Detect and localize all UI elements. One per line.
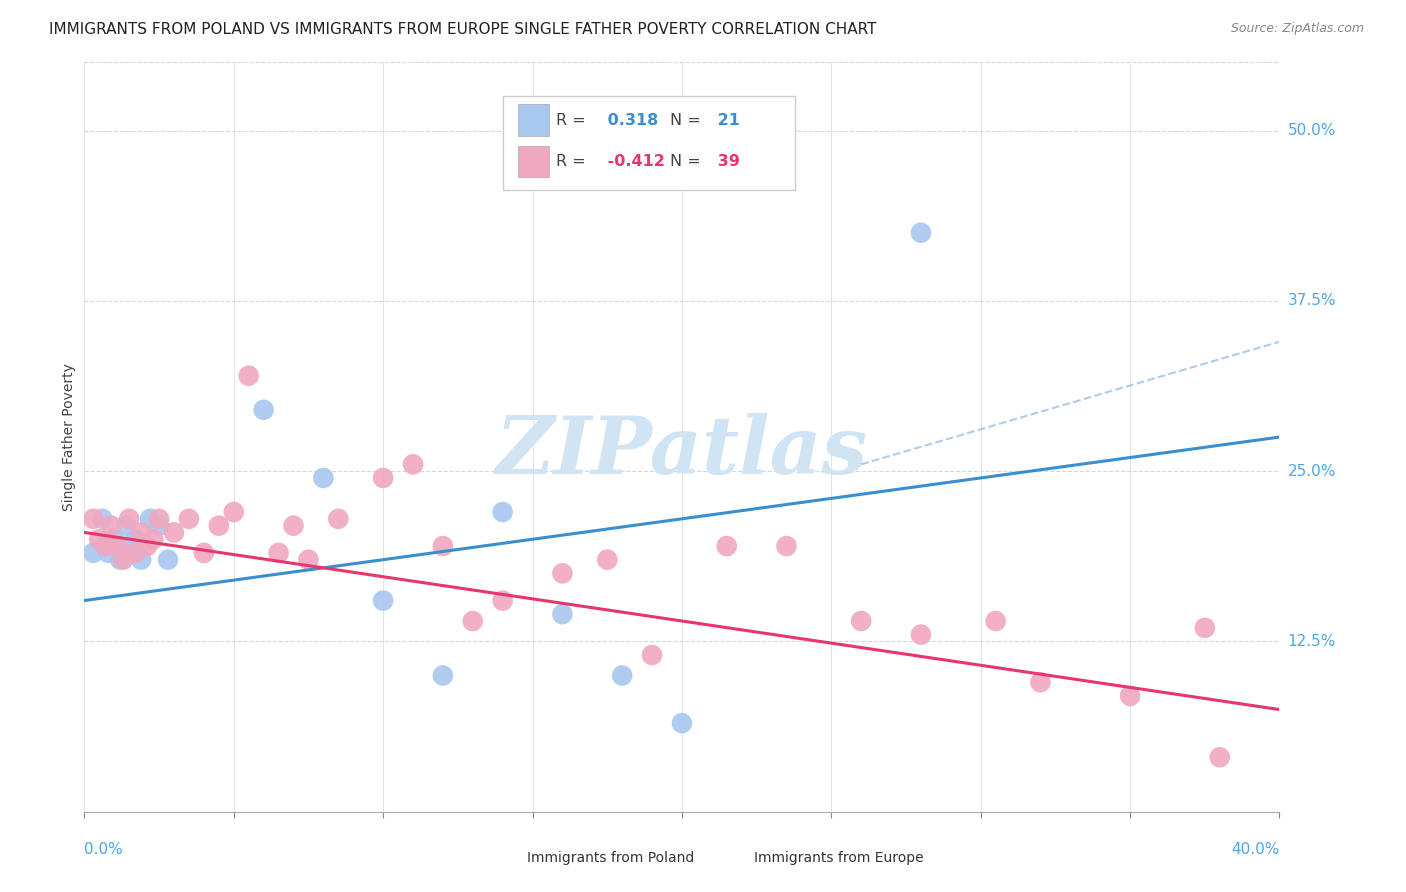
Point [148, 518, 170, 533]
Point [238, 368, 260, 383]
Point [596, 552, 619, 566]
FancyBboxPatch shape [503, 96, 796, 190]
Text: ZIPatlas: ZIPatlas [496, 413, 868, 491]
Point [492, 505, 515, 519]
Point [115, 518, 138, 533]
Text: R =: R = [557, 154, 586, 169]
Point [328, 512, 350, 526]
Point [222, 505, 245, 519]
Point [432, 539, 454, 553]
FancyBboxPatch shape [495, 846, 523, 871]
Point [129, 525, 152, 540]
Point [91, 512, 114, 526]
Point [612, 668, 634, 682]
Point [984, 614, 1007, 628]
Text: Immigrants from Europe: Immigrants from Europe [754, 851, 924, 865]
Point [112, 552, 135, 566]
Point [267, 546, 290, 560]
Point [1194, 621, 1216, 635]
Point [124, 533, 146, 547]
Point [910, 627, 932, 641]
Point [551, 566, 574, 581]
Text: N =: N = [671, 154, 700, 169]
Point [641, 648, 664, 662]
Point [148, 512, 170, 526]
Point [1209, 750, 1232, 764]
Point [851, 614, 873, 628]
Point [103, 533, 125, 547]
Point [297, 552, 319, 566]
Y-axis label: Single Father Poverty: Single Father Poverty [62, 363, 76, 511]
Point [139, 512, 162, 526]
Text: 0.318: 0.318 [602, 112, 658, 128]
Text: 37.5%: 37.5% [1288, 293, 1336, 309]
Point [402, 458, 425, 472]
Point [89, 533, 111, 547]
Point [312, 471, 335, 485]
Text: 50.0%: 50.0% [1288, 123, 1336, 138]
Point [671, 716, 693, 731]
Point [551, 607, 574, 622]
Text: -0.412: -0.412 [602, 154, 665, 169]
Point [157, 552, 180, 566]
Point [775, 539, 797, 553]
Point [124, 546, 146, 560]
Point [492, 593, 515, 607]
Text: IMMIGRANTS FROM POLAND VS IMMIGRANTS FROM EUROPE SINGLE FATHER POVERTY CORRELATI: IMMIGRANTS FROM POLAND VS IMMIGRANTS FRO… [49, 22, 877, 37]
Point [193, 546, 215, 560]
Point [208, 518, 231, 533]
Point [1029, 675, 1052, 690]
FancyBboxPatch shape [519, 145, 550, 178]
Point [105, 539, 128, 553]
Text: R =: R = [557, 112, 586, 128]
Point [100, 518, 122, 533]
Text: 12.5%: 12.5% [1288, 634, 1336, 648]
Point [1119, 689, 1142, 703]
Point [461, 614, 484, 628]
Point [373, 593, 395, 607]
Text: 39: 39 [711, 154, 740, 169]
Text: Source: ZipAtlas.com: Source: ZipAtlas.com [1230, 22, 1364, 36]
Point [253, 402, 276, 417]
Point [716, 539, 738, 553]
Point [163, 525, 186, 540]
Point [136, 539, 159, 553]
Text: 21: 21 [711, 112, 740, 128]
Point [82, 546, 104, 560]
Point [82, 512, 104, 526]
Point [432, 668, 454, 682]
Text: N =: N = [671, 112, 700, 128]
Point [283, 518, 305, 533]
FancyBboxPatch shape [519, 104, 550, 136]
Text: Immigrants from Poland: Immigrants from Poland [527, 851, 693, 865]
Point [373, 471, 395, 485]
Text: 25.0%: 25.0% [1288, 464, 1336, 479]
Point [97, 546, 120, 560]
Text: 40.0%: 40.0% [1232, 842, 1279, 857]
Point [142, 533, 165, 547]
Point [118, 539, 141, 553]
Text: 0.0%: 0.0% [84, 842, 124, 857]
Point [910, 226, 932, 240]
Point [129, 552, 152, 566]
Point [110, 552, 132, 566]
Point [94, 539, 117, 553]
FancyBboxPatch shape [721, 846, 749, 871]
Point [177, 512, 200, 526]
Point [118, 512, 141, 526]
